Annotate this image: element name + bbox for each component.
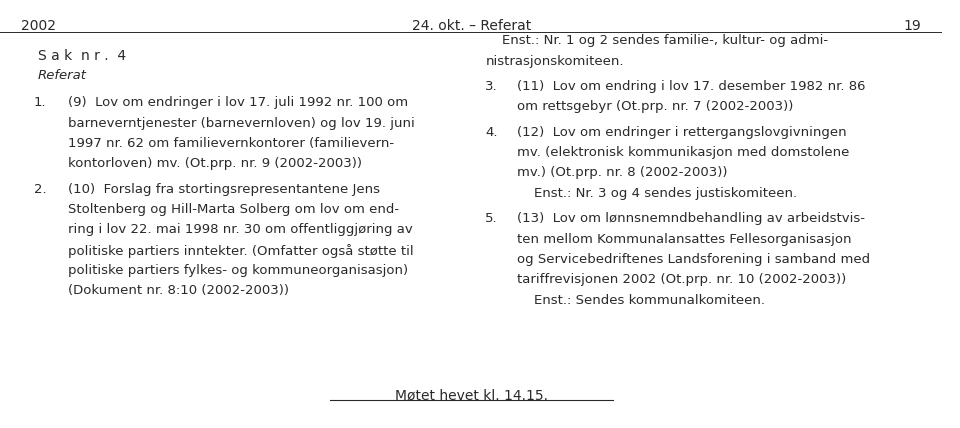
Text: ring i lov 22. mai 1998 nr. 30 om offentliggjøring av: ring i lov 22. mai 1998 nr. 30 om offent… [68, 223, 413, 236]
Text: nistrasjonskomiteen.: nistrasjonskomiteen. [486, 55, 624, 68]
Text: Stoltenberg og Hill-Marta Solberg om lov om end-: Stoltenberg og Hill-Marta Solberg om lov… [68, 203, 399, 216]
Text: 3.: 3. [486, 80, 498, 93]
Text: barneverntjenester (barnevernloven) og lov 19. juni: barneverntjenester (barnevernloven) og l… [68, 117, 415, 130]
Text: Enst.: Nr. 3 og 4 sendes justiskomiteen.: Enst.: Nr. 3 og 4 sendes justiskomiteen. [517, 187, 798, 200]
Text: mv. (elektronisk kommunikasjon med domstolene: mv. (elektronisk kommunikasjon med domst… [517, 146, 850, 159]
Text: politiske partiers fylkes- og kommuneorganisasjon): politiske partiers fylkes- og kommuneorg… [68, 264, 408, 277]
Text: om rettsgebyr (Ot.prp. nr. 7 (2002-2003)): om rettsgebyr (Ot.prp. nr. 7 (2002-2003)… [517, 101, 794, 113]
Text: kontorloven) mv. (Ot.prp. nr. 9 (2002-2003)): kontorloven) mv. (Ot.prp. nr. 9 (2002-20… [68, 157, 362, 170]
Text: 2002: 2002 [21, 19, 56, 33]
Text: 24. okt. – Referat: 24. okt. – Referat [412, 19, 531, 33]
Text: og Servicebedriftenes Landsforening i samband med: og Servicebedriftenes Landsforening i sa… [517, 253, 871, 266]
Text: ten mellom Kommunalansattes Fellesorganisasjon: ten mellom Kommunalansattes Fellesorgani… [517, 233, 852, 246]
Text: (Dokument nr. 8:10 (2002-2003)): (Dokument nr. 8:10 (2002-2003)) [68, 285, 289, 297]
Text: politiske partiers inntekter. (Omfatter også støtte til: politiske partiers inntekter. (Omfatter … [68, 244, 414, 258]
Text: tariffrevisjonen 2002 (Ot.prp. nr. 10 (2002-2003)): tariffrevisjonen 2002 (Ot.prp. nr. 10 (2… [517, 273, 847, 286]
Text: 5.: 5. [486, 212, 498, 225]
Text: 1.: 1. [34, 96, 46, 109]
Text: 4.: 4. [486, 126, 498, 139]
Text: (10)  Forslag fra stortingsrepresentantene Jens: (10) Forslag fra stortingsrepresentanten… [68, 183, 380, 196]
Text: S a k  n r .  4: S a k n r . 4 [37, 49, 126, 63]
Text: (11)  Lov om endring i lov 17. desember 1982 nr. 86: (11) Lov om endring i lov 17. desember 1… [517, 80, 866, 93]
Text: Referat: Referat [37, 69, 86, 82]
Text: mv.) (Ot.prp. nr. 8 (2002-2003)): mv.) (Ot.prp. nr. 8 (2002-2003)) [517, 166, 728, 179]
Text: Møtet hevet kl. 14.15.: Møtet hevet kl. 14.15. [395, 389, 548, 403]
Text: Enst.: Nr. 1 og 2 sendes familie-, kultur- og admi-: Enst.: Nr. 1 og 2 sendes familie-, kultu… [486, 34, 828, 47]
Text: (12)  Lov om endringer i rettergangslovgivningen: (12) Lov om endringer i rettergangslovgi… [517, 126, 847, 139]
Text: 19: 19 [904, 19, 922, 33]
Text: (9)  Lov om endringer i lov 17. juli 1992 nr. 100 om: (9) Lov om endringer i lov 17. juli 1992… [68, 96, 408, 109]
Text: (13)  Lov om lønnsnemndbehandling av arbeidstvis-: (13) Lov om lønnsnemndbehandling av arbe… [517, 212, 865, 225]
Text: 1997 nr. 62 om familievernkontorer (familievern-: 1997 nr. 62 om familievernkontorer (fami… [68, 137, 394, 150]
Text: Enst.: Sendes kommunalkomiteen.: Enst.: Sendes kommunalkomiteen. [517, 294, 765, 306]
Text: 2.: 2. [34, 183, 46, 196]
